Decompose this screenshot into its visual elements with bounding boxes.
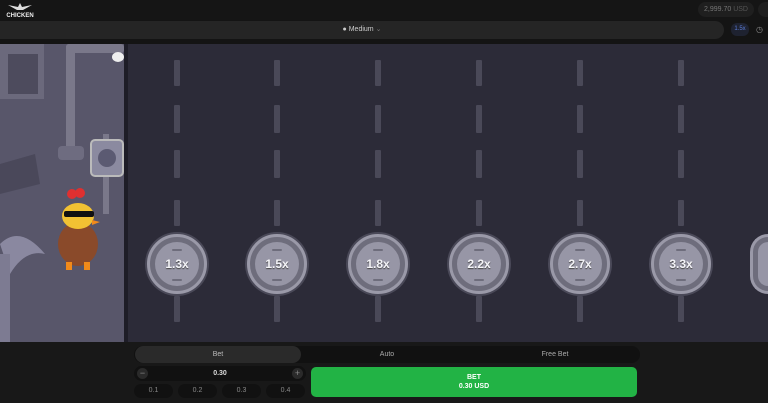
lane-dash xyxy=(174,105,180,133)
top-bar: CHICKEN 2,999.70 USD xyxy=(0,0,768,20)
next-manhole-partial xyxy=(750,234,768,294)
quick-amount-0.3[interactable]: 0.3 xyxy=(222,384,261,398)
manhole-slot xyxy=(575,249,585,251)
tab-auto[interactable]: Auto xyxy=(379,351,395,358)
lane-dash xyxy=(274,200,280,226)
quick-amount-0.2[interactable]: 0.2 xyxy=(178,384,217,398)
manhole-slot xyxy=(575,279,585,281)
bet-button[interactable]: BET 0.30 USD xyxy=(311,367,637,397)
manhole-slot xyxy=(272,249,282,251)
multiplier-manhole[interactable]: 1.5x xyxy=(247,234,307,294)
game-road: 1.3x 1.5x 1.8x 2.2x 2.7x 3.3x xyxy=(124,44,768,342)
bet-button-amount: 0.30 USD xyxy=(458,383,490,390)
balance-currency: USD xyxy=(733,6,748,13)
manhole-slot xyxy=(272,279,282,281)
lane-dash xyxy=(476,200,482,226)
lane-dash xyxy=(375,60,381,86)
manhole-slot xyxy=(172,249,182,251)
multiplier-manhole[interactable]: 1.8x xyxy=(348,234,408,294)
lane-dash xyxy=(274,150,280,178)
decrease-button[interactable]: − xyxy=(137,368,148,379)
difficulty-label: Medium xyxy=(348,26,374,33)
speed-button[interactable]: 1.5x xyxy=(731,23,749,36)
lane-dash xyxy=(174,150,180,178)
lane-dash xyxy=(274,296,280,322)
lane-dash xyxy=(577,296,583,322)
lane-dash xyxy=(174,60,180,86)
increase-button[interactable]: + xyxy=(292,368,303,379)
lane-dash xyxy=(274,60,280,86)
multiplier-label: 1.3x xyxy=(165,257,189,271)
quick-amount-0.1[interactable]: 0.1 xyxy=(134,384,173,398)
multiplier-manhole[interactable]: 2.2x xyxy=(449,234,509,294)
road-edge xyxy=(124,44,128,342)
balance-value: 2,999.70 xyxy=(704,6,732,13)
lane-dash xyxy=(678,60,684,86)
lane-dash xyxy=(476,150,482,178)
multiplier-label: 3.3x xyxy=(669,257,693,271)
balance-display: 2,999.70 USD xyxy=(698,2,754,17)
manhole-slot xyxy=(373,249,383,251)
svg-text:CHICKEN: CHICKEN xyxy=(6,13,33,18)
chicken-character xyxy=(58,188,100,270)
lane-dash xyxy=(678,150,684,178)
lane-dash xyxy=(174,200,180,226)
lane-dash xyxy=(375,150,381,178)
multiplier-label: 2.7x xyxy=(568,257,592,271)
lane-dash xyxy=(476,296,482,322)
quick-amount-0.4[interactable]: 0.4 xyxy=(266,384,305,398)
bet-button-label: BET xyxy=(467,374,481,381)
lane-dash xyxy=(375,200,381,226)
manhole-inner xyxy=(758,242,768,286)
manhole-slot xyxy=(474,249,484,251)
menu-button[interactable] xyxy=(758,2,768,17)
manhole-slot xyxy=(676,249,686,251)
lane-dash xyxy=(577,105,583,133)
multiplier-manhole[interactable]: 1.3x xyxy=(147,234,207,294)
manhole-slot xyxy=(373,279,383,281)
manhole-slot xyxy=(676,279,686,281)
lane-dash xyxy=(375,105,381,133)
mode-tabs: Bet Auto Free Bet xyxy=(134,346,640,363)
multiplier-label: 2.2x xyxy=(467,257,491,271)
lane-dash xyxy=(476,105,482,133)
lane-dash xyxy=(577,60,583,86)
bet-amount-value[interactable]: 0.30 xyxy=(213,370,227,377)
bet-amount-field[interactable]: 0.30 − + xyxy=(134,366,306,381)
tab-bet[interactable]: Bet xyxy=(135,346,301,363)
lane-dash xyxy=(274,105,280,133)
difficulty-selector[interactable]: ● Medium ⌄ xyxy=(0,21,724,39)
manhole-slot xyxy=(474,279,484,281)
multiplier-label: 1.8x xyxy=(366,257,390,271)
lane-dash xyxy=(678,296,684,322)
lane-dash xyxy=(678,105,684,133)
multiplier-manhole[interactable]: 3.3x xyxy=(651,234,711,294)
multiplier-manhole[interactable]: 2.7x xyxy=(550,234,610,294)
lane-dash xyxy=(678,200,684,226)
lane-dash xyxy=(476,60,482,86)
lane-dash xyxy=(174,296,180,322)
tab-free-bet[interactable]: Free Bet xyxy=(541,351,569,358)
multiplier-label: 1.5x xyxy=(265,257,289,271)
lane-dash xyxy=(375,296,381,322)
lane-dash xyxy=(577,150,583,178)
lane-dash xyxy=(577,200,583,226)
history-icon[interactable]: ◷ xyxy=(756,25,763,34)
start-scene xyxy=(0,44,124,342)
logo: CHICKEN xyxy=(6,2,34,20)
egg-icon: ● xyxy=(342,26,347,33)
chevron-down-icon: ⌄ xyxy=(375,26,382,33)
pilot-chicken-logo-icon: CHICKEN xyxy=(6,3,34,19)
manhole-slot xyxy=(172,279,182,281)
